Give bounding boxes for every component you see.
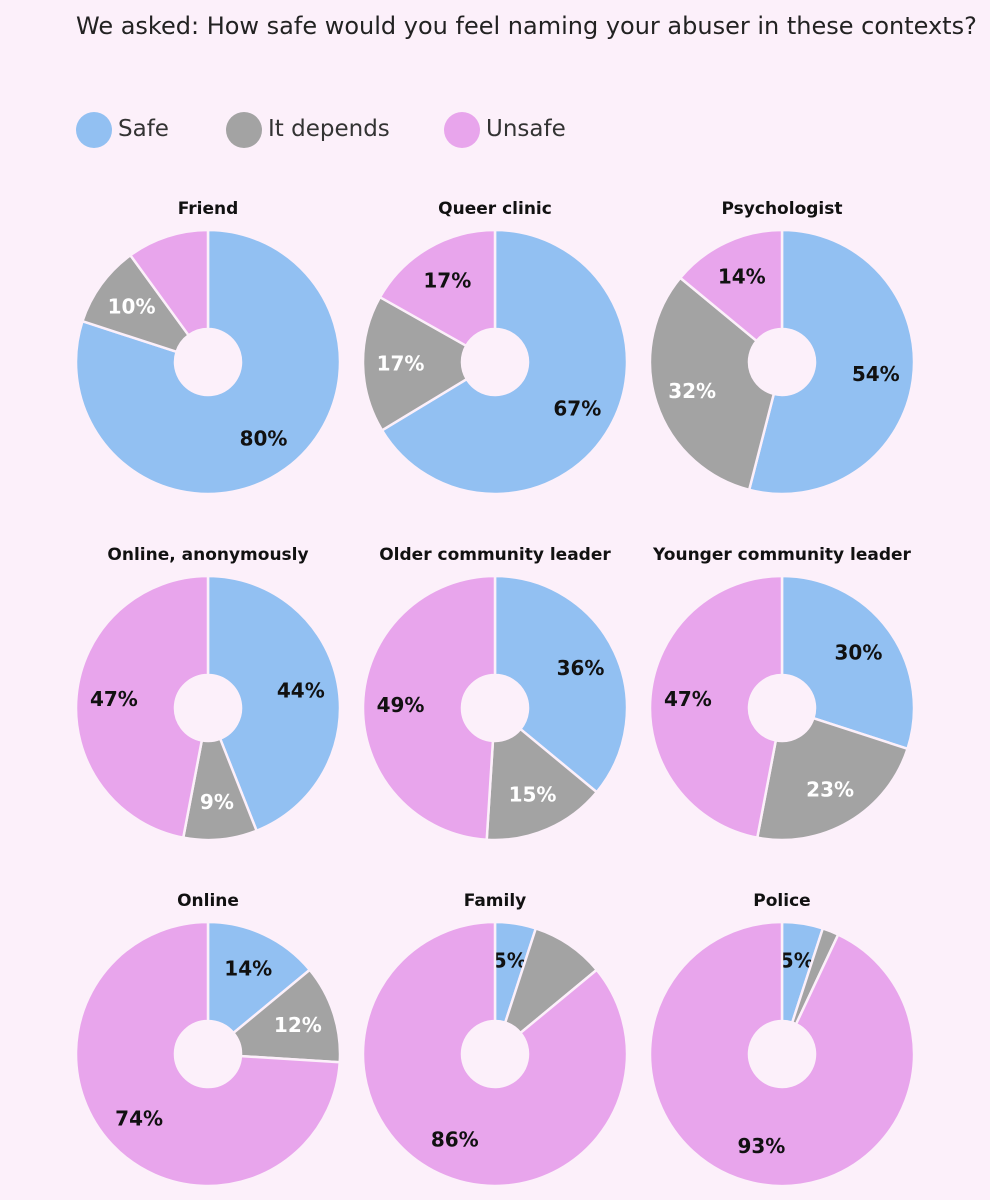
donut-older-community-leader: Older community leader 36% 15% 49% (361, 545, 629, 842)
donut-online-anonymously: Online, anonymously 44% 9% 47% (74, 545, 342, 842)
slice-it-depends (232, 968, 342, 1064)
slice-label-safe: 54% (852, 362, 900, 386)
slice-it-depends (485, 727, 598, 842)
slice-unsafe (679, 228, 784, 343)
legend-label-it-depends: It depends (268, 116, 390, 142)
slice-safe (206, 574, 342, 832)
slice-label-it-depends: 23% (806, 777, 854, 801)
slice-label-it-depends: 32% (668, 379, 716, 403)
donut-title: Family (464, 891, 527, 911)
donut-title: Friend (178, 199, 239, 219)
slice-label-safe: 5% (493, 949, 527, 973)
slice-unsafe (129, 228, 210, 337)
donut-title: Older community leader (379, 545, 611, 565)
slice-label-it-depends: 9% (200, 790, 234, 814)
donut-title: Online, anonymously (107, 545, 308, 565)
slice-it-depends (361, 295, 469, 432)
slice-label-unsafe: 86% (431, 1128, 479, 1152)
slice-label-safe: 5% (780, 949, 814, 973)
slice-unsafe (378, 228, 497, 348)
legend-label-safe: Safe (118, 116, 169, 142)
donut-younger-community-leader: Younger community leader 30% 23% 47% (648, 545, 916, 842)
donut-title: Younger community leader (652, 545, 912, 565)
donut-friend: Friend 80% 10% (74, 199, 342, 496)
donut-title: Online (177, 891, 239, 911)
donut-psychologist: Psychologist 54% 32% 14% (648, 199, 916, 496)
slice-label-safe: 30% (835, 640, 883, 664)
slice-label-unsafe: 74% (115, 1107, 163, 1131)
slice-label-unsafe: 47% (90, 687, 138, 711)
slice-label-it-depends: 12% (274, 1013, 322, 1037)
slice-safe (74, 228, 342, 496)
it-depends-swatch-icon (226, 112, 262, 148)
slice-label-unsafe: 47% (664, 687, 712, 711)
slice-label-it-depends: 15% (509, 783, 557, 807)
slice-unsafe (361, 574, 497, 841)
slice-unsafe (361, 920, 629, 1188)
slice-label-safe: 80% (240, 426, 288, 450)
donut-online: Online 14% 12% 74% (74, 891, 342, 1188)
slice-unsafe (74, 920, 341, 1188)
donut-queer-clinic: Queer clinic 67% 17% 17% (361, 199, 629, 496)
safe-swatch-icon (76, 112, 112, 148)
slice-safe (493, 574, 629, 794)
slice-label-it-depends: 10% (108, 294, 156, 318)
slice-safe (380, 228, 629, 496)
legend-label-unsafe: Unsafe (486, 116, 566, 142)
slice-safe (747, 228, 916, 496)
slice-label-safe: 36% (557, 656, 605, 680)
slice-safe (206, 920, 311, 1035)
donut-title: Queer clinic (438, 199, 552, 219)
slice-unsafe (648, 920, 916, 1188)
slice-label-safe: 14% (224, 956, 272, 980)
slice-label-safe: 44% (277, 678, 325, 702)
donut-title: Psychologist (722, 199, 843, 219)
slice-label-unsafe: 17% (423, 268, 471, 292)
slice-label-safe: 67% (553, 396, 601, 420)
unsafe-swatch-icon (444, 112, 480, 148)
slice-label-unsafe: 49% (377, 693, 425, 717)
slice-unsafe (74, 574, 210, 839)
slice-unsafe (648, 574, 784, 839)
slice-label-unsafe: 14% (718, 264, 766, 288)
slice-label-unsafe: 93% (737, 1134, 785, 1158)
slice-safe (780, 574, 916, 751)
slice-it-depends (756, 716, 909, 842)
chart-title: We asked: How safe would you feel naming… (76, 12, 977, 40)
slice-label-it-depends: 17% (377, 351, 425, 375)
donut-police: Police 5% 93% (648, 891, 916, 1188)
donut-family: Family 5% 86% (361, 891, 629, 1188)
donut-title: Police (753, 891, 810, 911)
